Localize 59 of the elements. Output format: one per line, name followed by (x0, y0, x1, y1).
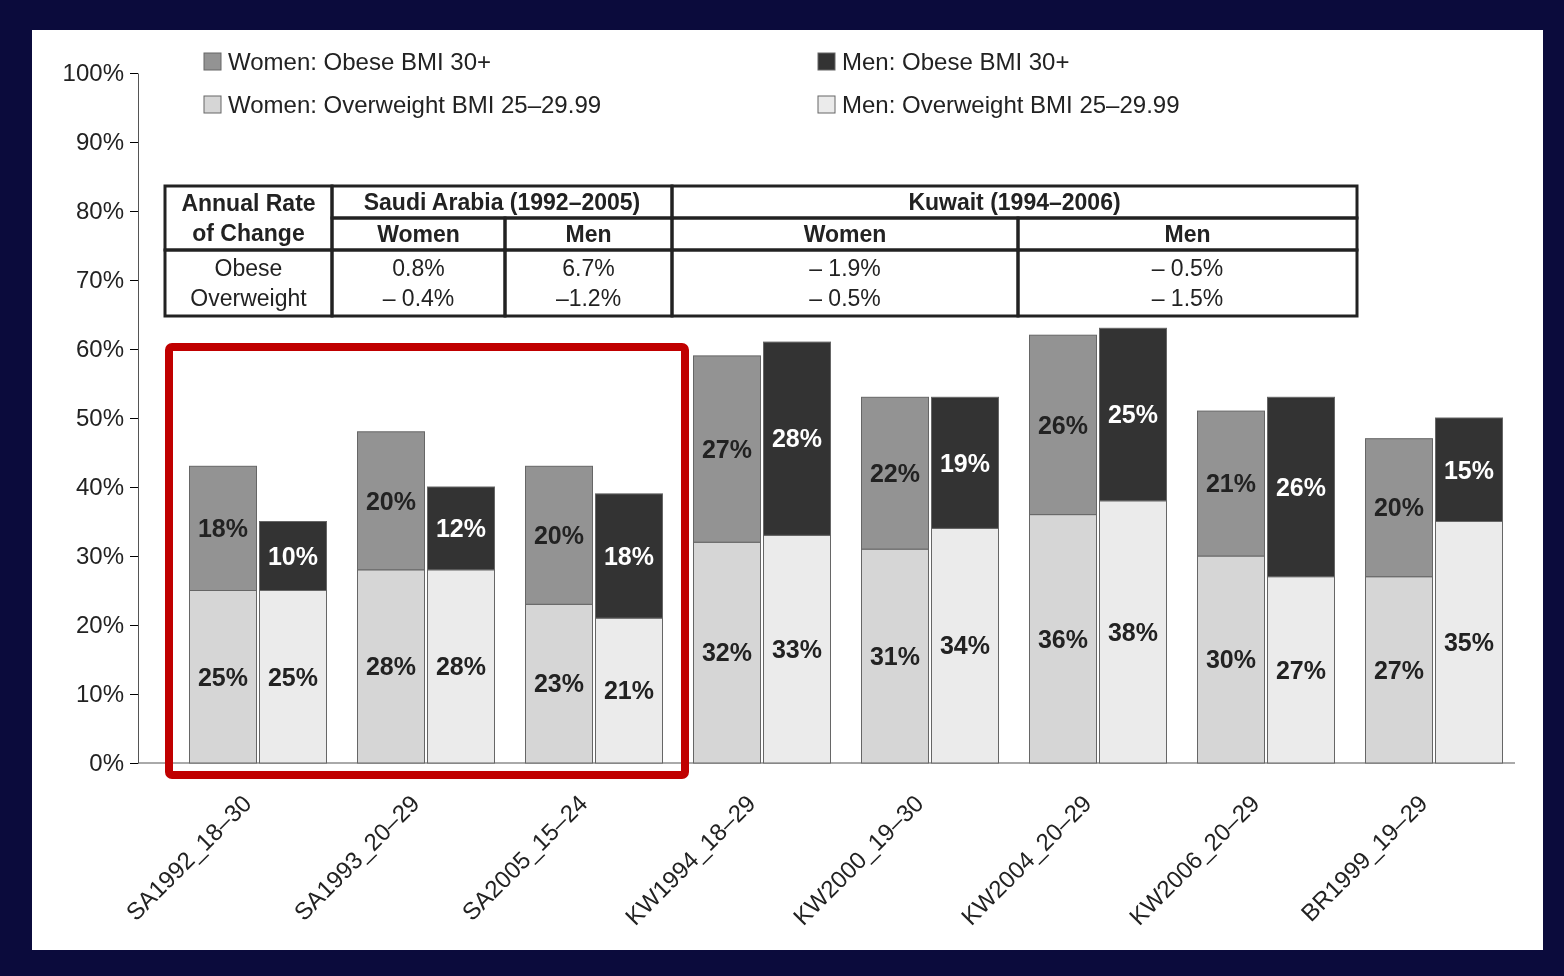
y-tick-label: 70% (75, 266, 124, 294)
y-tick-label: 60% (75, 335, 124, 363)
legend-label: Men: Obese BMI 30+ (842, 48, 1070, 76)
data-label: 35% (1443, 628, 1495, 656)
data-label: 27% (1275, 655, 1327, 684)
annotation: 6.7% –1.2% (555, 255, 622, 312)
data-label: 30% (1205, 645, 1257, 674)
data-label: 22% (869, 458, 921, 487)
data-label: 23% (533, 669, 585, 698)
annotation: Saudi Arabia (1992–2005) (363, 189, 641, 216)
data-label: 28% (771, 424, 823, 453)
legend-label: Women: Obese BMI 30+ (228, 48, 492, 76)
data-label: 25% (1107, 400, 1159, 429)
data-label: 19% (939, 448, 991, 477)
data-label: 26% (1037, 410, 1089, 439)
annotation: – 0.5% – 1.5% (1151, 255, 1224, 312)
data-label: 25% (267, 662, 319, 691)
data-label: 32% (701, 638, 753, 667)
y-tick-label: 90% (75, 128, 124, 156)
annotation: – 1.9% – 0.5% (809, 255, 881, 312)
annotation: Men (1164, 221, 1211, 248)
data-label: 28% (365, 652, 417, 681)
data-label: 26% (1275, 472, 1327, 501)
y-tick-label: 0% (89, 749, 124, 777)
data-label: 38% (1107, 617, 1159, 646)
data-label: 21% (603, 676, 655, 705)
data-label: 18% (197, 514, 249, 543)
data-label: 15% (1443, 455, 1495, 484)
annotation: 0.8% – 0.4% (382, 255, 455, 312)
annotation: Men (565, 221, 612, 248)
data-label: 34% (939, 631, 991, 660)
y-tick-label: 30% (75, 542, 124, 570)
legend-label: Women: Overweight BMI 25–29.99 (228, 91, 602, 119)
y-tick-label: 10% (75, 680, 124, 708)
data-label: 25% (197, 662, 249, 691)
data-label: 36% (1037, 624, 1089, 653)
data-label: 27% (701, 434, 753, 463)
y-tick-label: 50% (75, 404, 124, 432)
data-label: 28% (435, 652, 487, 681)
annotation: Women (377, 221, 460, 248)
annotation: Obese Overweight (190, 255, 308, 312)
data-label: 21% (1205, 469, 1257, 498)
annotation: Women (803, 221, 887, 248)
y-tick-label: 80% (75, 197, 124, 225)
data-label: 31% (869, 641, 921, 670)
data-label: 27% (1373, 655, 1425, 684)
data-label: 12% (435, 514, 487, 543)
y-tick-label: 20% (75, 611, 124, 639)
data-label: 33% (771, 634, 823, 663)
data-label: 10% (267, 541, 319, 570)
data-label: 20% (365, 486, 417, 515)
legend-label: Men: Overweight BMI 25–29.99 (842, 91, 1180, 119)
data-label: 20% (533, 521, 585, 550)
data-label: 20% (1373, 493, 1425, 522)
data-label: 18% (603, 541, 655, 570)
y-tick-label: 100% (62, 59, 124, 87)
annotation: Kuwait (1994–2006) (908, 189, 1121, 216)
annotation: Annual Rate of Change (181, 190, 316, 247)
y-tick-label: 40% (75, 473, 124, 501)
